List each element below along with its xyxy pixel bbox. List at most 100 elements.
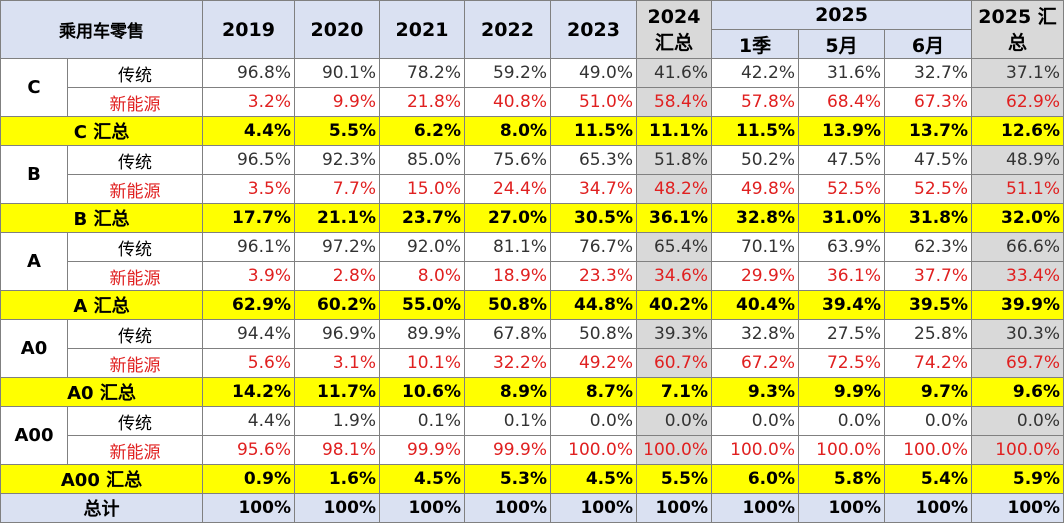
value-cell: 3.5% <box>202 174 295 204</box>
value-cell: 55.0% <box>379 290 465 320</box>
value-cell: 40.4% <box>711 290 799 320</box>
value-cell: 0.0% <box>636 406 712 436</box>
value-cell: 0.0% <box>711 406 799 436</box>
value-cell: 95.6% <box>202 435 295 465</box>
col-header-2020: 2020 <box>294 0 380 59</box>
col-group-2025: 2025 <box>710 0 973 30</box>
value-cell: 42.2% <box>711 58 799 88</box>
value-cell: 5.3% <box>464 464 551 494</box>
value-cell: 5.5% <box>636 464 712 494</box>
value-cell: 1.6% <box>294 464 380 494</box>
subtotal-label: C 汇总 <box>0 116 203 146</box>
value-cell: 0.0% <box>550 406 637 436</box>
value-cell: 51.1% <box>971 174 1064 204</box>
value-cell: 99.9% <box>464 435 551 465</box>
table-row: B 传统 96.5% 92.3% 85.0% 75.6% 65.3% 51.8% 50.2% 47… <box>0 145 1064 204</box>
value-cell: 31.0% <box>798 203 885 233</box>
value-cell: 94.4% <box>202 319 295 349</box>
segment-label: A0 <box>0 319 68 378</box>
value-cell: 100% <box>636 493 712 523</box>
kind-label-nev: 新能源 <box>67 435 203 465</box>
value-cell: 5.9% <box>971 464 1064 494</box>
value-cell: 44.8% <box>550 290 637 320</box>
value-cell: 40.8% <box>464 87 551 117</box>
table-row: 新能源 3.9% 2.8% 8.0% 18.9% 23.3% 34.6% 29.9% 36.1%… <box>1 261 1064 291</box>
value-cell: 7.7% <box>294 174 380 204</box>
value-cell: 97.2% <box>294 232 380 262</box>
value-cell: 75.6% <box>464 145 551 175</box>
value-cell: 100% <box>883 493 973 523</box>
value-cell: 0.0% <box>883 406 973 436</box>
value-cell: 89.9% <box>379 319 465 349</box>
value-cell: 13.9% <box>798 116 885 146</box>
value-cell: 24.4% <box>464 174 551 204</box>
corner-label: 乘用车零售 <box>0 0 203 59</box>
value-cell: 62.3% <box>883 232 973 262</box>
value-cell: 32.0% <box>971 203 1064 233</box>
value-cell: 78.2% <box>379 58 465 88</box>
table-row: A0 传统 94.4% 96.9% 89.9% 67.8% 50.8% 39.3% 32.8% 2… <box>0 319 1064 378</box>
value-cell: 57.8% <box>711 87 799 117</box>
table-row: C 传统 96.8% 90.1% 78.2% 59.2% 49.0% 41.6% 42.2% 31… <box>0 58 1064 117</box>
col-header-2025-total-line2: 总 <box>1008 31 1028 54</box>
value-cell: 100% <box>711 493 799 523</box>
subtotal-row: A0 汇总 14.2% 11.7% 10.6% 8.9% 8.7% 7.1% 9.3% 9.9%… <box>0 377 1064 407</box>
value-cell: 5.8% <box>798 464 885 494</box>
value-cell: 39.5% <box>883 290 973 320</box>
value-cell: 9.9% <box>294 87 380 117</box>
value-cell: 62.9% <box>971 87 1064 117</box>
table-row: A00 传统 4.4% 1.9% 0.1% 0.1% 0.0% 0.0% 0.0% 0.0% 0.0… <box>0 406 1064 465</box>
value-cell: 34.7% <box>550 174 637 204</box>
grand-total-row: 总计 100% 100% 100% 100% 100% 100% 100% 100% 100% 10… <box>0 493 1064 523</box>
value-cell: 23.7% <box>379 203 465 233</box>
value-cell: 60.2% <box>294 290 380 320</box>
value-cell: 47.5% <box>798 145 885 175</box>
value-cell: 33.4% <box>971 261 1064 291</box>
value-cell: 4.5% <box>379 464 465 494</box>
subtotal-row: C 汇总 4.4% 5.5% 6.2% 8.0% 11.5% 11.1% 11.5% 13.9%… <box>0 116 1064 146</box>
value-cell: 36.1% <box>636 203 712 233</box>
segment-label: C <box>0 58 68 117</box>
value-cell: 12.6% <box>971 116 1064 146</box>
value-cell: 3.2% <box>202 87 295 117</box>
value-cell: 60.7% <box>636 348 712 378</box>
col-header-2024-line1: 2024 <box>647 5 701 28</box>
value-cell: 2.8% <box>294 261 380 291</box>
value-cell: 49.2% <box>550 348 637 378</box>
table-row: 新能源 3.2% 9.9% 21.8% 40.8% 51.0% 58.4% 57.8% 68.4… <box>1 87 1064 117</box>
value-cell: 65.3% <box>550 145 637 175</box>
value-cell: 100% <box>202 493 295 523</box>
value-cell: 9.9% <box>798 377 885 407</box>
col-header-2025-q1: 1季 <box>711 29 799 59</box>
value-cell: 74.2% <box>883 348 973 378</box>
table-row: 新能源 5.6% 3.1% 10.1% 32.2% 49.2% 60.7% 67.2% 72.5… <box>1 348 1064 378</box>
col-header-2025-may: 5月 <box>798 29 885 59</box>
subtotal-label: A0 汇总 <box>0 377 203 407</box>
kind-label-traditional: 传统 <box>67 406 203 436</box>
segment-label: A00 <box>0 406 68 465</box>
kind-label-traditional: 传统 <box>67 145 203 175</box>
value-cell: 32.2% <box>464 348 551 378</box>
value-cell: 72.5% <box>798 348 885 378</box>
value-cell: 32.7% <box>883 58 973 88</box>
value-cell: 9.6% <box>971 377 1064 407</box>
value-cell: 1.9% <box>294 406 380 436</box>
value-cell: 37.7% <box>883 261 973 291</box>
value-cell: 31.6% <box>798 58 885 88</box>
value-cell: 100% <box>379 493 465 523</box>
value-cell: 4.5% <box>550 464 637 494</box>
value-cell: 30.3% <box>971 319 1064 349</box>
value-cell: 0.1% <box>464 406 551 436</box>
value-cell: 76.7% <box>550 232 637 262</box>
value-cell: 0.9% <box>202 464 295 494</box>
value-cell: 11.5% <box>711 116 799 146</box>
value-cell: 5.5% <box>294 116 380 146</box>
value-cell: 8.0% <box>464 116 551 146</box>
value-cell: 13.7% <box>883 116 973 146</box>
value-cell: 32.8% <box>711 319 799 349</box>
value-cell: 49.0% <box>550 58 637 88</box>
value-cell: 92.3% <box>294 145 380 175</box>
col-header-2021: 2021 <box>379 0 465 59</box>
value-cell: 100% <box>550 493 637 523</box>
col-header-2023: 2023 <box>550 0 637 59</box>
